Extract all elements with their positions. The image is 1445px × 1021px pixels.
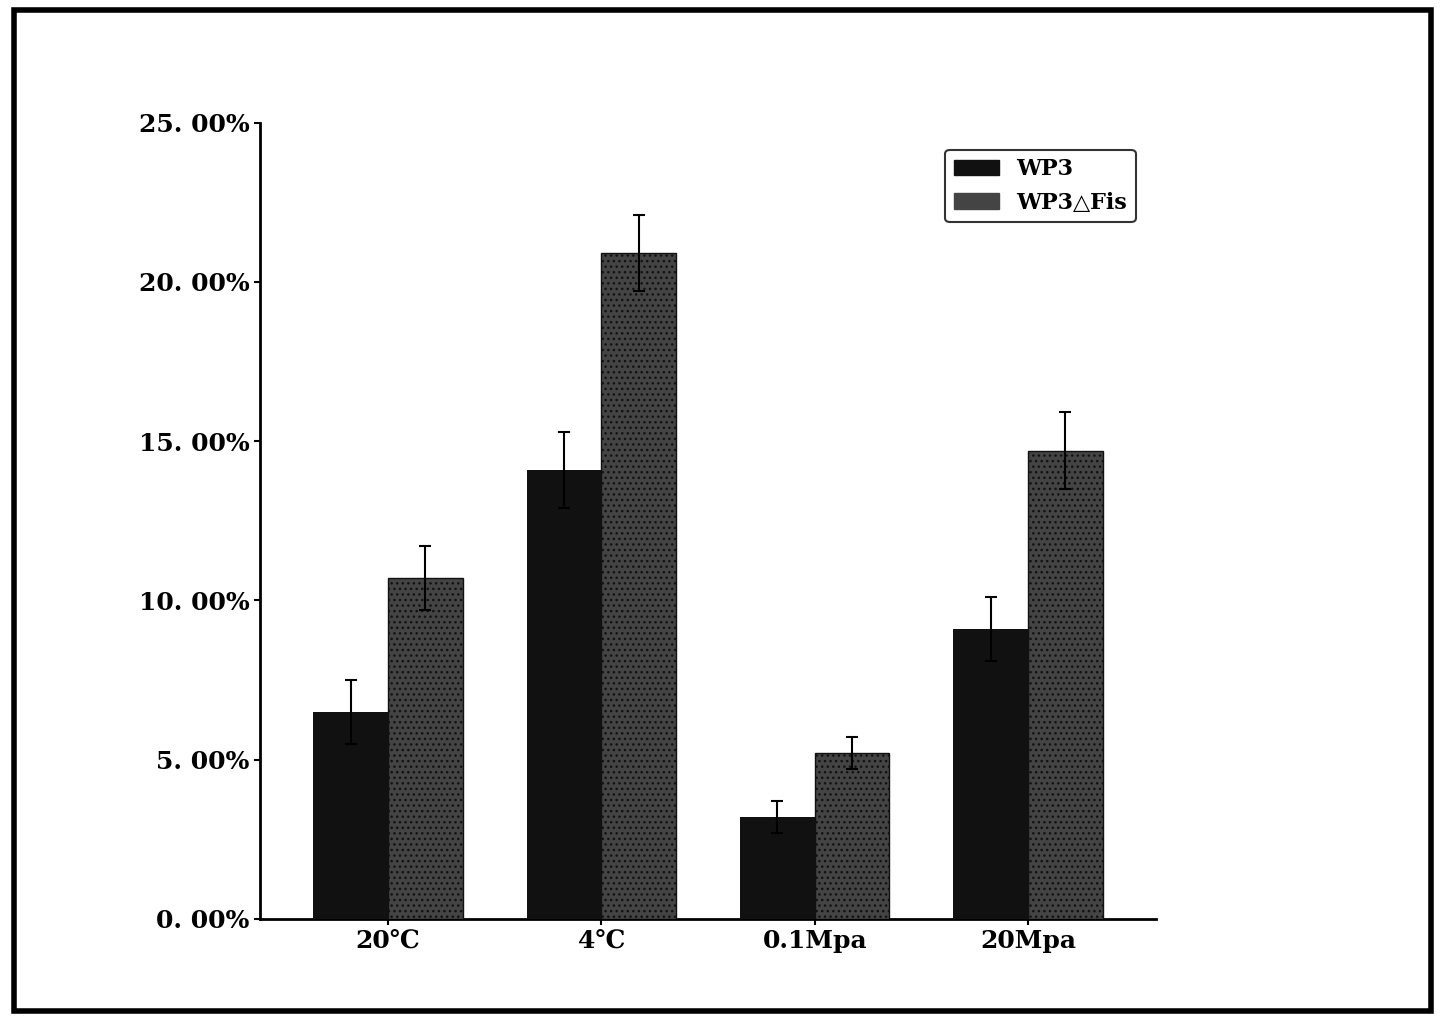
Bar xyxy=(1027,450,1103,919)
Bar xyxy=(601,253,676,919)
Bar xyxy=(954,629,1027,919)
Bar xyxy=(389,578,462,919)
Bar xyxy=(815,753,889,919)
Bar xyxy=(527,470,601,919)
Legend: WP3, WP3△Fis: WP3, WP3△Fis xyxy=(945,149,1136,223)
Bar xyxy=(740,817,815,919)
Bar xyxy=(314,712,389,919)
